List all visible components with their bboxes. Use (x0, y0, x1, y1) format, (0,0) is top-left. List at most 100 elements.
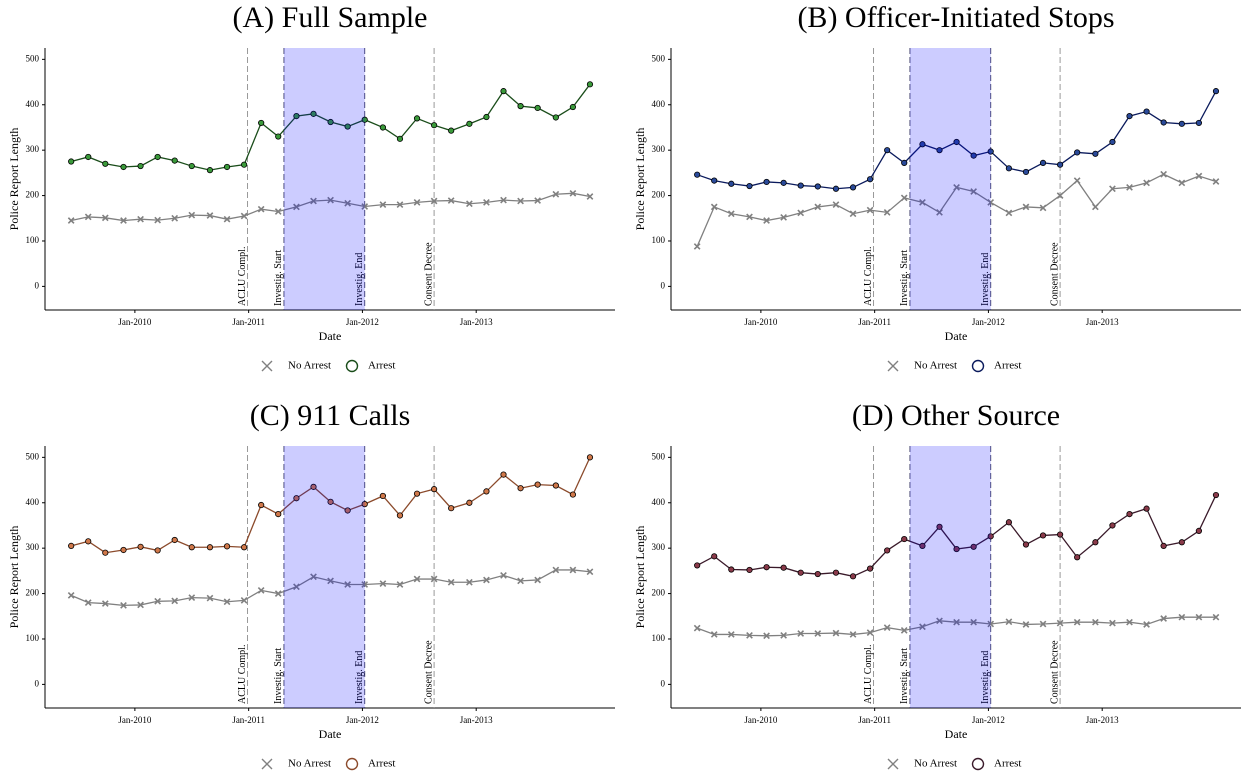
marker-x (517, 197, 524, 205)
panel: (B) Officer-Initiated Stops 0 100 200 300 400… (633, 1, 1241, 373)
marker-x (500, 572, 507, 579)
marker-x (154, 597, 162, 605)
marker-circle (1057, 531, 1064, 538)
x-tick-label: Jan-2013 (460, 715, 493, 725)
marker-x (430, 197, 438, 205)
marker-x (430, 575, 438, 583)
marker-circle (919, 542, 926, 549)
marker-circle (552, 482, 559, 489)
marker-x (746, 631, 753, 639)
event-label: Investig. End (354, 253, 365, 306)
marker-circle (569, 491, 577, 498)
marker-circle (327, 498, 334, 505)
marker-circle (379, 492, 387, 500)
legend-label: Arrest (368, 758, 396, 770)
marker-circle (310, 110, 317, 117)
marker-circle (970, 543, 977, 550)
x-tick-label: Jan-2011 (232, 715, 265, 725)
legend-marker (971, 757, 985, 771)
marker-circle (1109, 138, 1116, 146)
marker-x (727, 631, 735, 638)
marker-circle (1195, 119, 1203, 127)
event-label: Consent Decree (423, 242, 434, 306)
marker-circle (466, 499, 473, 506)
legend-marker (261, 360, 273, 372)
x-tick-label: Jan-2012 (972, 715, 1005, 725)
marker-circle (694, 562, 701, 569)
marker-circle (1212, 88, 1220, 95)
y-axis-label: Police Report Length (7, 526, 21, 629)
event-label: Consent Decree (1049, 242, 1060, 306)
marker-circle (137, 543, 144, 550)
event-label: Investig. End (354, 651, 365, 704)
marker-x (987, 199, 995, 206)
marker-x (710, 203, 718, 211)
marker-x (1143, 621, 1150, 628)
marker-x (883, 209, 891, 216)
x-tick-label: Jan-2010 (744, 317, 777, 327)
marker-x (483, 576, 490, 584)
marker-circle (241, 161, 248, 168)
marker-x (727, 210, 735, 218)
marker-x (413, 575, 421, 583)
x-tick-label: Jan-2010 (118, 317, 151, 327)
marker-x (763, 217, 770, 224)
marker-x (344, 581, 352, 588)
marker-circle (396, 135, 404, 142)
marker-circle (534, 481, 541, 488)
legend-label: No Arrest (914, 360, 957, 372)
legend-label: No Arrest (288, 758, 331, 770)
marker-x (101, 214, 109, 222)
marker-circle (275, 133, 282, 140)
marker-circle (797, 182, 804, 189)
marker-circle (361, 501, 368, 508)
marker-circle (517, 103, 524, 110)
event-label: ACLU Compl. (863, 247, 874, 306)
marker-circle (1143, 505, 1150, 512)
marker-circle (884, 547, 891, 554)
legend-label: Arrest (994, 758, 1022, 770)
legend-label: No Arrest (914, 758, 957, 770)
marker-x (832, 629, 840, 637)
y-tick-label: 400 (26, 497, 40, 507)
marker-circle (1143, 108, 1150, 115)
marker-circle (1074, 554, 1081, 561)
investigation-shade (283, 48, 365, 310)
marker-circle (448, 505, 455, 512)
marker-circle (1057, 161, 1064, 168)
marker-circle (780, 179, 787, 186)
marker-circle (466, 120, 473, 127)
marker-x (693, 624, 701, 632)
marker-x (814, 203, 822, 211)
panel: (C) 911 Calls 0 100 200 300 400 500 Jan-2010 Jan… (7, 399, 615, 771)
marker-circle (154, 547, 161, 554)
marker-x (379, 580, 387, 587)
y-tick-label: 300 (652, 542, 666, 552)
marker-x (1212, 613, 1220, 621)
y-tick-label: 300 (652, 144, 666, 154)
marker-x (188, 211, 196, 219)
marker-circle (137, 162, 144, 170)
x-axis-label: Date (945, 727, 968, 741)
marker-x (257, 587, 265, 594)
marker-x (1109, 185, 1116, 193)
marker-x (763, 632, 770, 640)
marker-x (240, 212, 248, 220)
marker-circle (953, 545, 960, 553)
marker-x (936, 209, 943, 216)
y-tick-label: 400 (26, 99, 40, 109)
x-axis-label: Date (319, 329, 342, 343)
marker-x (849, 210, 857, 218)
marker-circle (728, 180, 735, 187)
marker-x (517, 577, 524, 585)
marker-circle (569, 103, 577, 111)
marker-x (310, 197, 317, 205)
marker-circle (344, 507, 351, 514)
marker-x (274, 208, 282, 215)
marker-x (1126, 184, 1133, 191)
marker-x (780, 631, 788, 639)
marker-x (154, 216, 162, 224)
marker-circle (884, 147, 891, 154)
marker-circle (1160, 542, 1167, 549)
marker-x (552, 190, 560, 198)
